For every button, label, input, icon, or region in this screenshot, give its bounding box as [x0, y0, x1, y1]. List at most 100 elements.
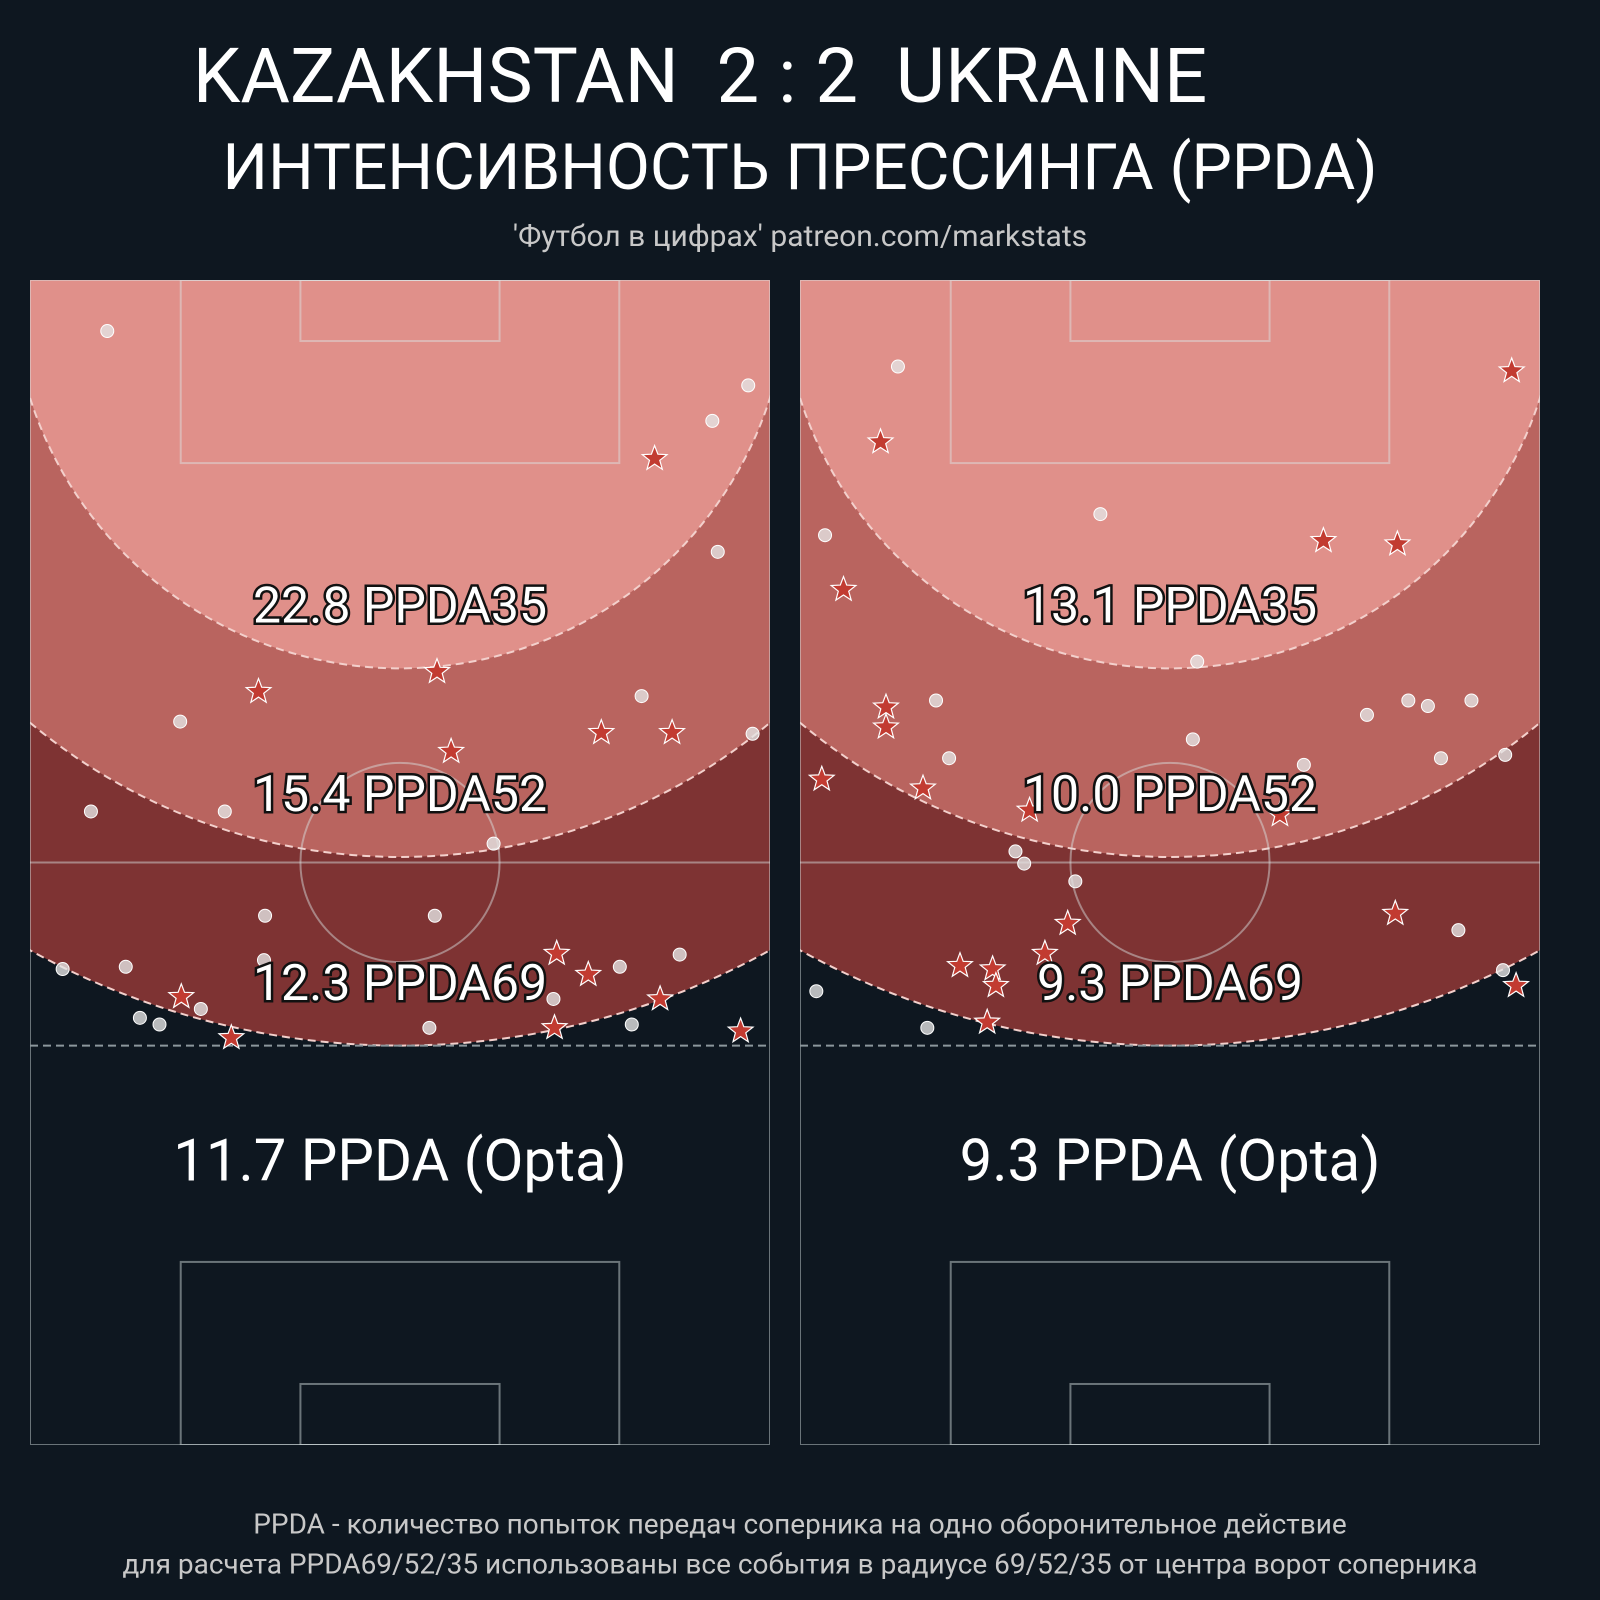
- dot: [132, 1010, 147, 1025]
- opta-label: 9.3 PPDA (Opta): [960, 1128, 1381, 1196]
- star: [1309, 526, 1338, 553]
- dot: [890, 359, 905, 374]
- dot: [624, 1017, 639, 1032]
- star: [1381, 898, 1410, 926]
- zone-label: 9.3 PPDA69: [1037, 955, 1303, 1013]
- dot: [118, 959, 133, 974]
- dot: [705, 413, 720, 428]
- dot: [258, 908, 273, 923]
- six-yard-box: [299, 280, 501, 343]
- zone-name: PPDA35: [363, 578, 547, 636]
- dot: [55, 962, 70, 977]
- star: [1030, 938, 1059, 966]
- zone-label: 10.0 PPDA52: [1023, 766, 1317, 824]
- zone-name: PPDA69: [363, 955, 547, 1013]
- footer: для расчета PPDA69/52/35 использованы вс…: [123, 1547, 1478, 1580]
- zone-name: PPDA35: [1133, 578, 1317, 636]
- dot: [745, 726, 760, 741]
- zone-name: PPDA52: [363, 766, 547, 824]
- star: [574, 959, 603, 987]
- dot: [741, 378, 756, 393]
- opta-name: PPDA (Opta): [301, 1128, 627, 1196]
- star: [167, 982, 196, 1009]
- zone-value: 15.4: [253, 766, 351, 824]
- opta-value: 9.3: [960, 1128, 1041, 1196]
- dot: [818, 528, 833, 543]
- dot: [710, 544, 725, 559]
- star: [908, 773, 937, 801]
- zone-name: PPDA52: [1133, 766, 1317, 824]
- dot: [486, 836, 501, 851]
- star: [1383, 529, 1412, 556]
- zone-value: 13.1: [1023, 578, 1121, 636]
- chart-title: KAZAKHSTAN 2 : 2 UKRAINE: [193, 31, 1208, 121]
- dot: [193, 1001, 208, 1016]
- dot: [809, 984, 824, 999]
- star: [1015, 795, 1044, 823]
- zone-name: PPDA69: [1119, 955, 1303, 1013]
- zone: [30, 280, 770, 670]
- zone-value: 10.0: [1023, 766, 1121, 824]
- zone-label: 15.4 PPDA52: [253, 766, 547, 824]
- star: [726, 1016, 755, 1044]
- star: [1502, 971, 1531, 998]
- zone-label: 12.3 PPDA69: [253, 955, 547, 1013]
- star: [437, 736, 466, 764]
- dot: [256, 953, 271, 968]
- centre-circle: [1069, 761, 1271, 964]
- centre-circle: [299, 761, 501, 964]
- dot: [83, 804, 98, 819]
- star: [978, 954, 1007, 981]
- dot: [1068, 874, 1083, 889]
- dot: [1420, 699, 1435, 714]
- penalty-box: [949, 280, 1391, 465]
- dot: [929, 693, 944, 708]
- dot: [422, 1020, 437, 1035]
- dot: [546, 991, 561, 1006]
- chart-subtitle: ИНТЕНСИВНОСТЬ ПРЕССИНГА (PPDA): [222, 130, 1377, 205]
- penalty-box: [179, 280, 621, 465]
- dot: [1190, 654, 1205, 669]
- dot: [427, 908, 442, 923]
- star: [866, 427, 895, 454]
- zone-label: 13.1 PPDA35: [1023, 578, 1317, 636]
- zone-value: 22.8: [253, 578, 351, 636]
- dot: [1464, 693, 1479, 708]
- dot: [173, 714, 188, 729]
- dot: [217, 804, 232, 819]
- dot: [634, 689, 649, 704]
- dot: [1451, 923, 1466, 938]
- dot: [1359, 707, 1374, 722]
- star: [646, 984, 675, 1011]
- footer: PPDA - количество попыток передач соперн…: [253, 1507, 1346, 1540]
- six-yard-box: [299, 1382, 501, 1445]
- star: [807, 764, 836, 792]
- dot: [152, 1017, 167, 1032]
- opta-value: 11.7: [173, 1128, 286, 1196]
- dot: [1185, 732, 1200, 747]
- star: [981, 970, 1010, 998]
- star: [217, 1023, 246, 1050]
- six-yard-box: [1069, 1382, 1271, 1445]
- dot: [672, 947, 687, 962]
- pitch: [800, 280, 1540, 1445]
- star: [640, 443, 669, 471]
- six-yard-box: [1069, 280, 1271, 343]
- dot: [1496, 963, 1510, 978]
- source: 'Футбол в цифрах' patreon.com/markstats: [513, 219, 1087, 254]
- zone-label: 22.8 PPDA35: [253, 578, 547, 636]
- star: [244, 676, 273, 704]
- pitch: [30, 280, 770, 1445]
- dot: [1401, 693, 1416, 708]
- star: [542, 938, 571, 966]
- penalty-box: [949, 1260, 1391, 1445]
- dot: [942, 751, 957, 766]
- star: [945, 950, 974, 978]
- star: [829, 574, 858, 602]
- star: [1053, 908, 1082, 936]
- dot: [612, 959, 627, 974]
- star: [871, 712, 900, 740]
- dot: [100, 324, 115, 339]
- dot: [1498, 747, 1513, 762]
